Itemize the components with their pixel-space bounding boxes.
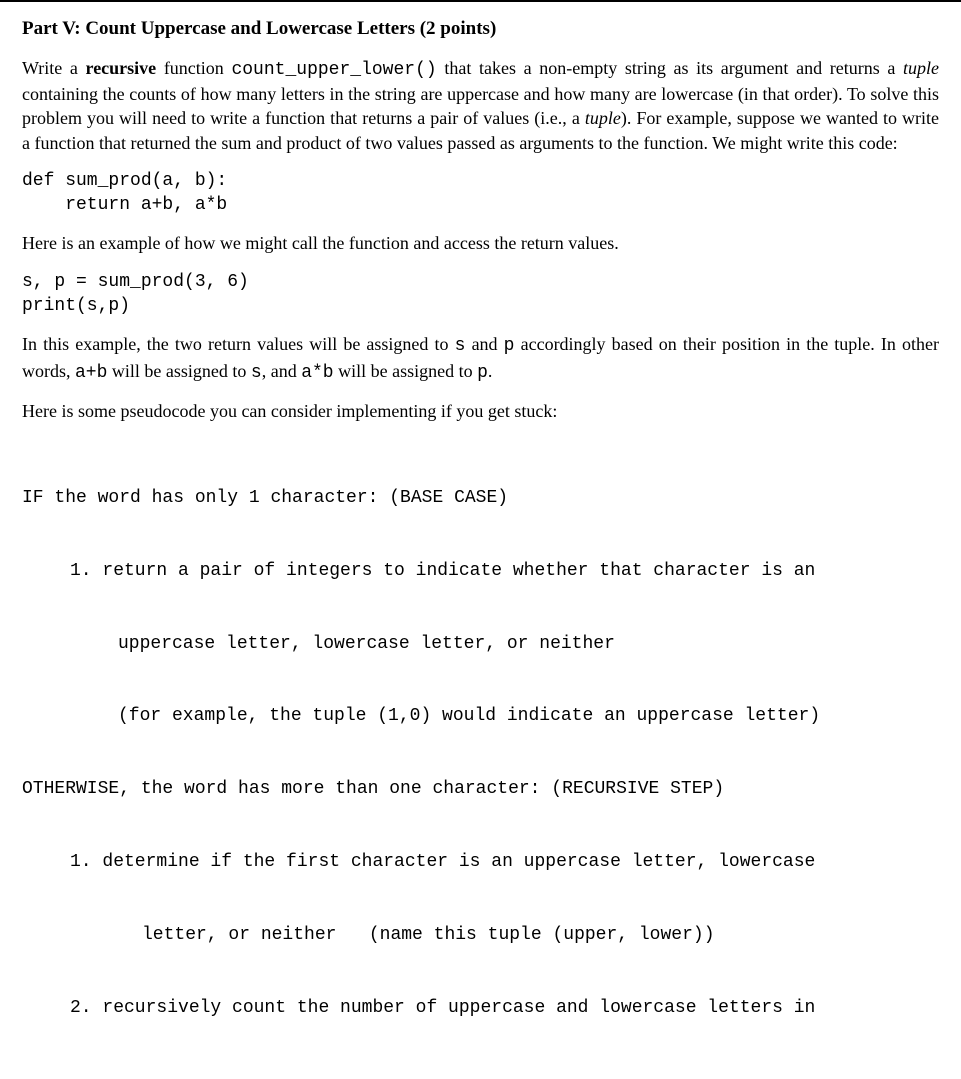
pseudo-line: uppercase letter, lowercase letter, or n… <box>22 632 939 656</box>
pseudo-line: 2. recursively count the number of upper… <box>22 996 939 1020</box>
italic-tuple: tuple <box>585 108 621 128</box>
pseudo-line: IF the word has only 1 character: (BASE … <box>22 486 939 510</box>
pseudo-line: 1. determine if the first character is a… <box>22 850 939 874</box>
section-heading: Part V: Count Uppercase and Lowercase Le… <box>22 16 939 42</box>
text: Write a <box>22 58 86 78</box>
pseudo-line: (for example, the tuple (1,0) would indi… <box>22 704 939 728</box>
intro-paragraph: Write a recursive function count_upper_l… <box>22 56 939 155</box>
pseudocode-block: IF the word has only 1 character: (BASE … <box>22 437 939 1069</box>
document-page: Part V: Count Uppercase and Lowercase Le… <box>0 0 961 1079</box>
pseudo-line: OTHERWISE, the word has more than one ch… <box>22 777 939 801</box>
code-inline: a*b <box>301 363 333 383</box>
code-inline-func: count_upper_lower() <box>231 60 436 80</box>
code-inline: a+b <box>75 363 107 383</box>
text: that takes a non-empty string as its arg… <box>437 58 903 78</box>
text: will be assigned to <box>334 361 477 381</box>
code-block-sumprod-def: def sum_prod(a, b): return a+b, a*b <box>22 169 939 218</box>
text: and <box>465 334 503 354</box>
text: In this example, the two return values w… <box>22 334 455 354</box>
bold-recursive: recursive <box>86 58 157 78</box>
text: . <box>488 361 493 381</box>
text: function <box>156 58 231 78</box>
example-call-paragraph: Here is an example of how we might call … <box>22 231 939 255</box>
code-inline: p <box>477 363 488 383</box>
heading-title: Part V: Count Uppercase and Lowercase Le… <box>22 18 420 39</box>
italic-tuple: tuple <box>903 58 939 78</box>
pseudo-line: 1. return a pair of integers to indicate… <box>22 559 939 583</box>
pseudo-line: letter, or neither (name this tuple (upp… <box>22 923 939 947</box>
code-block-sumprod-call: s, p = sum_prod(3, 6) print(s,p) <box>22 270 939 319</box>
explanation-paragraph: In this example, the two return values w… <box>22 332 939 385</box>
pseudocode-intro: Here is some pseudocode you can consider… <box>22 399 939 423</box>
code-inline: s <box>455 336 466 356</box>
text: , and <box>262 361 302 381</box>
code-inline: p <box>504 336 515 356</box>
code-inline: s <box>251 363 262 383</box>
heading-points: (2 points) <box>420 18 497 39</box>
text: will be assigned to <box>107 361 250 381</box>
